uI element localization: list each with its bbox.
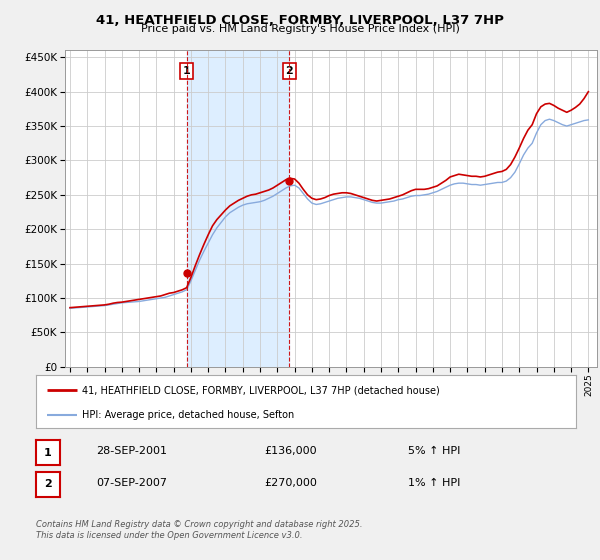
Text: 1: 1	[183, 66, 190, 76]
Text: Contains HM Land Registry data © Crown copyright and database right 2025.: Contains HM Land Registry data © Crown c…	[36, 520, 362, 529]
Text: 41, HEATHFIELD CLOSE, FORMBY, LIVERPOOL, L37 7HP (detached house): 41, HEATHFIELD CLOSE, FORMBY, LIVERPOOL,…	[82, 385, 440, 395]
Text: 1% ↑ HPI: 1% ↑ HPI	[408, 478, 460, 488]
Text: £270,000: £270,000	[264, 478, 317, 488]
Text: 1: 1	[44, 448, 52, 458]
Text: 07-SEP-2007: 07-SEP-2007	[96, 478, 167, 488]
Text: 28-SEP-2001: 28-SEP-2001	[96, 446, 167, 456]
Text: 2: 2	[44, 479, 52, 489]
Text: Price paid vs. HM Land Registry's House Price Index (HPI): Price paid vs. HM Land Registry's House …	[140, 24, 460, 34]
Text: 5% ↑ HPI: 5% ↑ HPI	[408, 446, 460, 456]
Text: 2: 2	[286, 66, 293, 76]
Text: 41, HEATHFIELD CLOSE, FORMBY, LIVERPOOL, L37 7HP: 41, HEATHFIELD CLOSE, FORMBY, LIVERPOOL,…	[96, 14, 504, 27]
Text: £136,000: £136,000	[264, 446, 317, 456]
Text: This data is licensed under the Open Government Licence v3.0.: This data is licensed under the Open Gov…	[36, 531, 302, 540]
Bar	[187, 50, 289, 367]
Text: HPI: Average price, detached house, Sefton: HPI: Average price, detached house, Seft…	[82, 410, 294, 420]
